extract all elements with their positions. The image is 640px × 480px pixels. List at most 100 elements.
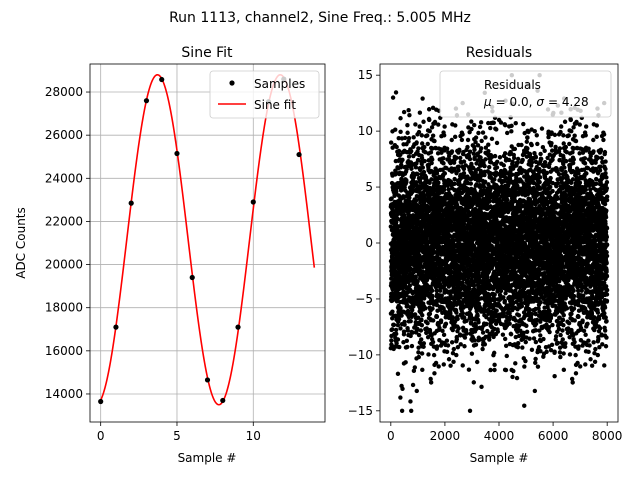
residual-point	[427, 129, 432, 134]
residual-point	[469, 126, 474, 132]
sample-point	[296, 151, 302, 158]
residual-point	[469, 351, 475, 356]
residual-point	[467, 408, 473, 414]
residual-point	[430, 157, 435, 162]
residual-point	[510, 374, 515, 380]
residual-point	[448, 363, 453, 368]
residual-point	[519, 142, 524, 148]
residual-point	[466, 367, 472, 372]
residual-point	[521, 121, 526, 127]
residual-point	[408, 319, 413, 324]
residual-point	[520, 157, 525, 163]
residual-point	[419, 175, 424, 180]
residual-point	[419, 337, 424, 342]
sine-fit-ytick-label: 14000	[45, 387, 83, 401]
residual-point	[419, 133, 425, 138]
residual-point	[407, 112, 412, 118]
residual-point	[460, 311, 466, 316]
residual-point	[401, 329, 407, 334]
residual-point	[471, 380, 476, 385]
residual-point	[441, 156, 446, 161]
sample-point	[235, 324, 241, 330]
sample-point	[189, 274, 195, 281]
sine-fit-legend: Samples Sine fit	[209, 70, 320, 119]
residual-point	[421, 344, 426, 349]
residual-point	[430, 318, 436, 323]
residual-point	[487, 337, 492, 342]
residual-point	[420, 165, 426, 170]
residual-point	[461, 170, 467, 176]
sample-point	[98, 398, 104, 405]
residual-point	[510, 159, 515, 165]
residual-point	[449, 149, 455, 154]
residual-point	[419, 317, 424, 323]
residual-point	[414, 140, 419, 145]
residual-point	[406, 135, 412, 141]
residual-point	[503, 343, 509, 348]
residual-point	[473, 135, 479, 140]
sine-fit-title: Sine Fit	[181, 45, 233, 61]
figure-title: Run 1113, channel2, Sine Freq.: 5.005 MH…	[169, 10, 471, 26]
residual-point	[500, 332, 506, 337]
residual-point	[467, 156, 473, 162]
residual-point	[451, 346, 457, 352]
residual-point	[398, 326, 403, 331]
residual-point	[399, 313, 404, 318]
residual-point	[487, 165, 492, 170]
residual-point	[503, 367, 509, 373]
residual-point	[415, 157, 421, 163]
residual-point	[408, 333, 413, 339]
residual-point	[495, 159, 500, 164]
residual-point	[428, 380, 434, 385]
residual-point	[405, 328, 410, 333]
residual-point	[415, 203, 420, 208]
residual-point	[390, 95, 396, 100]
residual-point	[408, 148, 414, 154]
residuals-plot-area	[388, 72, 610, 414]
residual-point	[425, 133, 430, 138]
residual-point	[511, 155, 517, 161]
residual-point	[398, 116, 403, 121]
residual-point	[460, 363, 465, 368]
sine-fit-ytick-label: 28000	[45, 85, 83, 99]
sample-point	[250, 199, 256, 205]
residual-point	[492, 153, 498, 159]
residual-point	[412, 312, 418, 317]
residual-point	[420, 269, 426, 274]
residual-point	[395, 337, 401, 342]
residual-point	[423, 150, 428, 155]
residual-point	[449, 340, 455, 345]
sine-fit-ticks: 0 5 10140001600018000200002200024000260002…	[45, 85, 261, 443]
residual-point	[407, 283, 412, 288]
sine-fit-ytick-label: 26000	[45, 128, 83, 142]
residual-point	[482, 342, 488, 347]
residual-point	[476, 320, 481, 325]
residual-point	[456, 164, 462, 169]
residual-point	[405, 344, 410, 350]
sine-fit-curve	[99, 73, 316, 406]
residual-point	[430, 339, 436, 345]
residual-point	[426, 352, 431, 357]
residual-point	[479, 138, 484, 144]
residual-point	[494, 127, 499, 132]
residual-point	[478, 120, 484, 125]
residual-point	[492, 177, 497, 182]
residual-point	[417, 124, 422, 129]
residual-point	[420, 367, 425, 373]
residual-point	[416, 146, 421, 151]
residual-point	[396, 136, 401, 141]
residual-point	[454, 337, 460, 342]
residual-point	[442, 124, 447, 129]
residual-point	[433, 360, 439, 366]
residual-point	[419, 322, 425, 328]
sine-fit-panel: Sine Fit 0 5 10140001600018000200002200024…	[14, 45, 326, 465]
residual-point	[393, 127, 398, 132]
residual-point	[488, 367, 493, 373]
residual-point	[413, 165, 419, 170]
residual-point	[441, 133, 447, 138]
residual-point	[510, 172, 515, 177]
residual-point	[436, 122, 441, 127]
residual-point	[472, 147, 477, 152]
residual-point	[509, 129, 514, 134]
